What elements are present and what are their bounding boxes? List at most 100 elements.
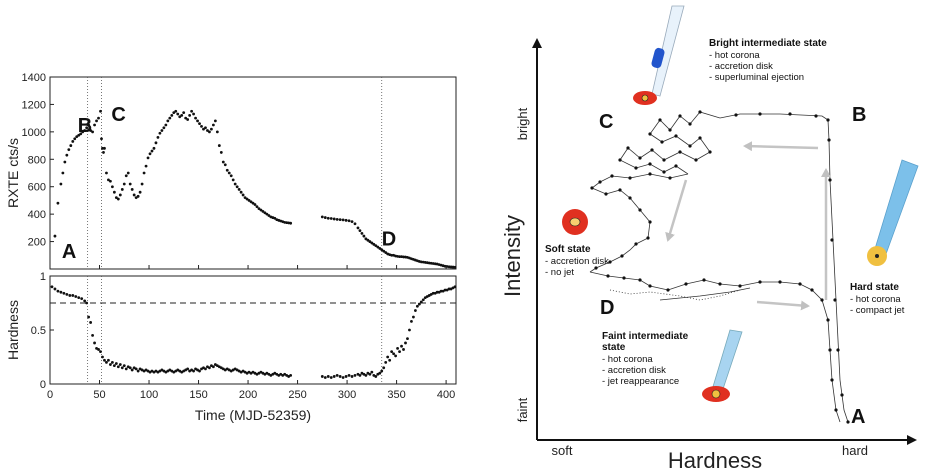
lightcurve-point — [350, 220, 354, 224]
lightcurve-point — [164, 123, 168, 127]
lightcurve-point — [77, 133, 81, 137]
lightcurve-point — [378, 247, 382, 250]
hardness-point — [114, 362, 118, 365]
hid-track-dot — [810, 288, 814, 292]
hardness-point — [400, 344, 403, 348]
hardness-point — [59, 290, 63, 294]
hardness-point — [396, 346, 399, 350]
diagram-label-b: B — [852, 104, 866, 126]
lightcurve-point — [360, 231, 364, 235]
hid-track-dot — [826, 318, 830, 322]
soft-label: soft — [552, 443, 573, 458]
hardness-point — [350, 375, 354, 378]
lightcurve-frame — [49, 76, 457, 270]
lightcurve-point — [114, 196, 118, 200]
hid-track-dot — [688, 144, 692, 148]
lightcurve-point — [259, 208, 263, 212]
lightcurve-point — [87, 123, 91, 127]
lightcurve-ylabel: RXTE cts/s — [5, 138, 21, 208]
hardness-xtick-label: 0 — [47, 389, 53, 401]
lightcurve-point — [229, 174, 233, 178]
lightcurve-point — [67, 148, 71, 152]
hardness-point — [68, 294, 72, 297]
hid-track-dot — [830, 238, 834, 242]
lightcurve-point — [61, 171, 65, 175]
bright-state-item-3: - superluminal ejection — [709, 72, 804, 83]
lightcurve-point — [100, 137, 103, 141]
bright-state-title: Bright intermediate state — [709, 38, 827, 49]
hardness-point — [380, 369, 384, 373]
lightcurve-point — [208, 130, 211, 134]
lightcurve-point — [247, 199, 251, 202]
lightcurve-point — [124, 174, 128, 178]
lightcurve-point — [112, 190, 116, 194]
lightcurve-point — [176, 112, 180, 116]
lightcurve-point — [206, 129, 209, 132]
lightcurve-point — [65, 153, 69, 157]
hid-track-dot — [758, 280, 762, 284]
lightcurve-ytick-label: 200 — [28, 237, 46, 249]
lightcurve-point — [152, 146, 156, 150]
hardness-point — [443, 288, 447, 292]
lightcurve-point — [192, 112, 195, 116]
hid-track-dot — [678, 114, 682, 118]
faint-state-title: Faint intermediate — [602, 331, 689, 342]
soft-state-box: Soft state - accretion disk - no jet — [545, 244, 609, 278]
hid-track-dot — [646, 236, 650, 240]
lightcurve-point — [239, 190, 243, 194]
lightcurve-point — [109, 179, 112, 183]
hardness-point — [198, 369, 201, 373]
hid-track-dots — [590, 110, 850, 424]
hid-track-dot — [734, 113, 738, 117]
lightcurve-point — [358, 229, 362, 233]
hardness-point — [136, 369, 140, 373]
hardness-point — [378, 371, 382, 375]
lightcurve-point — [253, 203, 257, 206]
lightcurve-point — [255, 205, 259, 209]
hardness-ytick-label: 0 — [40, 379, 46, 391]
hardness-point — [89, 321, 92, 324]
hid-track-dot — [846, 420, 850, 424]
intensity-axis-title: Intensity — [500, 215, 525, 297]
hid-track-dot — [674, 164, 678, 168]
hid-track-dot — [708, 150, 712, 154]
hardness-point — [120, 366, 124, 370]
lightcurve-point — [196, 119, 199, 123]
hardness-point — [358, 373, 362, 377]
hardness-point — [392, 352, 396, 356]
lightcurve-point — [245, 197, 249, 201]
hid-track-dot — [798, 282, 802, 286]
lightcurve-point — [211, 123, 215, 127]
hardness-ytick-label: 1 — [40, 271, 46, 283]
lightcurve-point — [116, 197, 120, 201]
lightcurve-point — [353, 222, 357, 226]
hid-track-dot — [830, 378, 834, 382]
lightcurve-point — [249, 200, 253, 204]
lightcurve-point — [136, 194, 140, 198]
hard-state-box: Hard state - hot corona - compact jet — [850, 282, 905, 316]
lightcurve-point — [362, 234, 366, 238]
lightcurve-point — [174, 109, 178, 113]
lightcurve-label-c: C — [111, 104, 125, 126]
hardness-point — [364, 373, 368, 377]
lightcurve-point — [213, 119, 217, 123]
lightcurve-ytick-label: 1000 — [22, 127, 46, 139]
lightcurve-label-d: D — [382, 229, 396, 251]
hid-track-dot — [694, 158, 698, 162]
lightcurve-label-b: B — [78, 115, 92, 137]
lightcurve-point — [267, 214, 271, 217]
hid-track-dot — [648, 132, 652, 136]
lightcurve-point — [99, 109, 102, 113]
hardness-xtick-label: 350 — [387, 389, 405, 401]
lightcurve-point — [344, 218, 348, 222]
lightcurve-point — [71, 140, 75, 143]
lightcurve-point — [215, 130, 219, 134]
hid-track-dot — [648, 162, 652, 166]
hardness-point — [388, 358, 392, 362]
lightcurve-point — [89, 129, 92, 132]
bright-state-item-1: - hot corona — [709, 50, 760, 61]
faint-state-item-1: - hot corona — [602, 354, 653, 365]
lightcurve-point — [263, 211, 267, 215]
lightcurve-point — [83, 129, 87, 132]
lightcurve-point — [219, 151, 223, 154]
